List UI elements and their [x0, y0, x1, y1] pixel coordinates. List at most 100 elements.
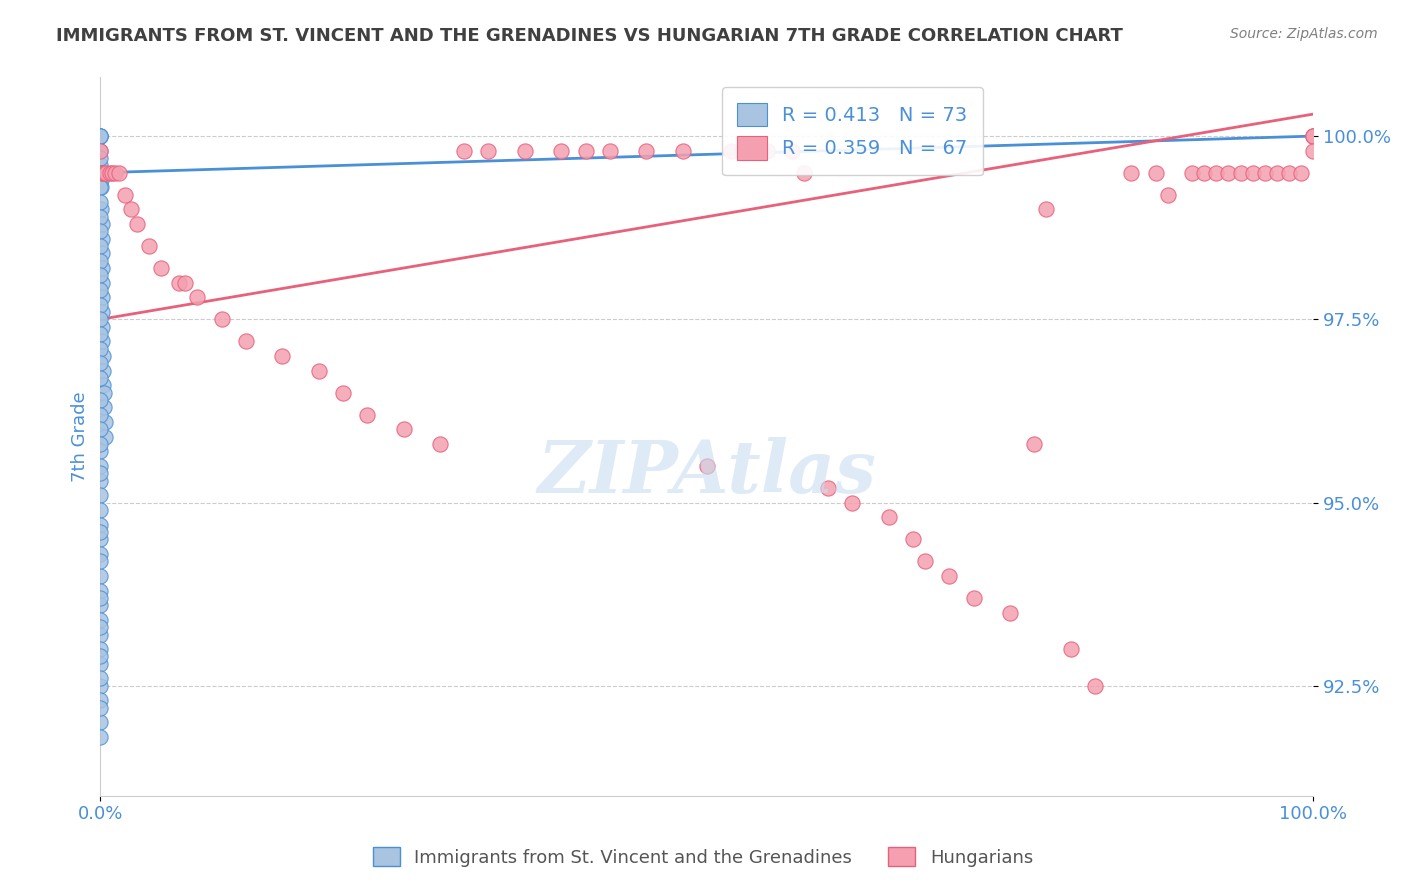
Point — [104, 166, 127, 180]
Point — [91, 319, 114, 334]
Point — [89, 547, 111, 561]
Point — [89, 627, 111, 641]
Point — [91, 378, 114, 392]
Point — [90, 276, 112, 290]
Point — [174, 276, 197, 290]
Point — [114, 187, 136, 202]
Point — [89, 467, 111, 481]
Point — [308, 364, 330, 378]
Point — [101, 166, 124, 180]
Point — [1060, 642, 1083, 657]
Point — [599, 144, 621, 158]
Point — [720, 144, 742, 158]
Point — [89, 422, 111, 436]
Point — [89, 533, 111, 547]
Point — [1241, 166, 1264, 180]
Point — [96, 166, 118, 180]
Point — [93, 166, 115, 180]
Point — [91, 334, 114, 349]
Point — [89, 312, 111, 326]
Point — [89, 144, 111, 158]
Point — [1265, 166, 1288, 180]
Point — [793, 166, 815, 180]
Point — [89, 195, 111, 210]
Point — [89, 158, 111, 172]
Point — [90, 217, 112, 231]
Point — [89, 129, 111, 144]
Point — [1035, 202, 1057, 217]
Point — [550, 144, 572, 158]
Point — [696, 458, 718, 473]
Point — [1289, 166, 1312, 180]
Point — [671, 144, 693, 158]
Point — [93, 415, 115, 429]
Point — [89, 613, 111, 627]
Point — [1302, 144, 1324, 158]
Point — [1302, 129, 1324, 144]
Point — [89, 224, 111, 238]
Point — [167, 276, 190, 290]
Point — [1121, 166, 1143, 180]
Point — [89, 672, 111, 686]
Point — [89, 210, 111, 224]
Point — [89, 437, 111, 451]
Point — [89, 129, 111, 144]
Point — [138, 239, 160, 253]
Point — [89, 129, 111, 144]
Point — [89, 253, 111, 268]
Point — [90, 166, 112, 180]
Point — [89, 342, 111, 356]
Text: ZIPAtlas: ZIPAtlas — [537, 437, 876, 508]
Point — [90, 180, 112, 194]
Point — [89, 583, 111, 598]
Point — [89, 239, 111, 253]
Point — [89, 151, 111, 165]
Point — [1157, 187, 1180, 202]
Point — [89, 642, 111, 657]
Point — [90, 232, 112, 246]
Point — [817, 481, 839, 495]
Point — [477, 144, 499, 158]
Point — [94, 429, 117, 443]
Point — [89, 326, 111, 341]
Point — [574, 144, 596, 158]
Point — [150, 260, 173, 275]
Point — [89, 268, 111, 283]
Point — [89, 620, 111, 634]
Point — [90, 260, 112, 275]
Point — [125, 217, 148, 231]
Point — [89, 283, 111, 297]
Point — [89, 700, 111, 714]
Point — [1205, 166, 1227, 180]
Point — [901, 533, 924, 547]
Point — [211, 312, 233, 326]
Point — [841, 495, 863, 509]
Point — [89, 392, 111, 407]
Point — [90, 246, 112, 260]
Point — [90, 202, 112, 217]
Point — [89, 524, 111, 539]
Point — [998, 606, 1021, 620]
Point — [89, 715, 111, 730]
Point — [513, 144, 536, 158]
Point — [1229, 166, 1251, 180]
Point — [90, 173, 112, 187]
Point — [89, 444, 111, 458]
Point — [89, 356, 111, 370]
Point — [89, 166, 111, 180]
Point — [332, 385, 354, 400]
Point — [89, 679, 111, 693]
Point — [429, 437, 451, 451]
Point — [1218, 166, 1240, 180]
Point — [91, 305, 114, 319]
Point — [90, 166, 112, 180]
Point — [1181, 166, 1204, 180]
Point — [93, 385, 115, 400]
Point — [89, 517, 111, 532]
Point — [1192, 166, 1215, 180]
Point — [877, 510, 900, 524]
Point — [1302, 129, 1324, 144]
Point — [271, 349, 294, 363]
Point — [89, 488, 111, 502]
Point — [90, 290, 112, 304]
